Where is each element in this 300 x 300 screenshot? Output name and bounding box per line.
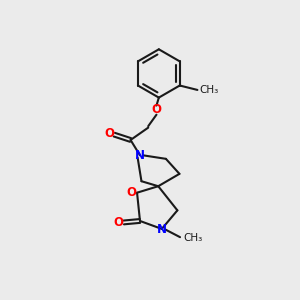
Text: CH₃: CH₃ (183, 233, 202, 243)
Text: O: O (105, 127, 115, 140)
Text: CH₃: CH₃ (200, 85, 219, 95)
Text: O: O (113, 216, 124, 229)
Text: N: N (135, 149, 145, 162)
Text: O: O (127, 186, 137, 199)
Text: O: O (152, 103, 161, 116)
Text: N: N (158, 223, 167, 236)
